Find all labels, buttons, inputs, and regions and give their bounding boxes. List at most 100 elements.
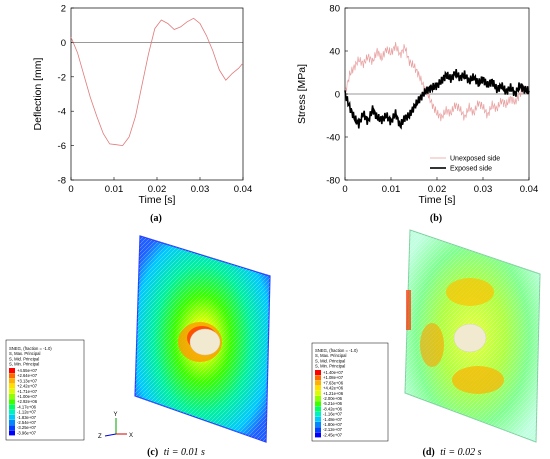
chart-b-series-unexposed bbox=[344, 41, 530, 122]
legend-label-exposed: Exposed side bbox=[450, 166, 492, 173]
contour_legend_c-swatch bbox=[9, 425, 15, 431]
chart-a-ytick-label: 0 bbox=[61, 38, 66, 49]
contour_legend_d-header-line: S, Min. Principal bbox=[315, 364, 345, 369]
caption-b: (b) bbox=[430, 213, 442, 224]
plate-d-hot-zone-lower bbox=[452, 366, 504, 394]
contour_legend_c-header-line: S, Mid. Principal bbox=[9, 356, 39, 361]
contour_legend_d-value: +1.40e+07 bbox=[323, 370, 344, 375]
chart-a-x-ticks: 0 0.01 0.02 0.03 0.04 bbox=[68, 177, 252, 195]
chart-b-xtick-label: 0.01 bbox=[382, 184, 401, 195]
chart-a-ytick-label: -2 bbox=[58, 72, 66, 83]
caption-a: (a) bbox=[150, 213, 162, 224]
contour_legend_c-value: -3.25e+07 bbox=[17, 425, 37, 430]
plate-d-edge-red bbox=[406, 290, 411, 330]
caption-d-label: (d) bbox=[423, 447, 435, 458]
contour-plot-d: SNEG, (fraction = -1.0)S, Max. Principal… bbox=[311, 229, 541, 458]
chart-a-xtick-label: 0.02 bbox=[148, 184, 167, 195]
chart-a: 0 0.01 0.02 0.03 0.04 2 0 -2 -4 -6 -8 Time [s] De… bbox=[32, 4, 252, 225]
plate-d-hot-zone-upper bbox=[446, 278, 494, 306]
caption-c-label: (c) bbox=[147, 447, 158, 458]
contour_legend_d-value: -5.21e+06 bbox=[323, 401, 343, 406]
chart-b-xlabel: Time [s] bbox=[419, 194, 456, 206]
legend-d-header: SNEG, (fraction = -1.0)S, Max. Principal… bbox=[315, 348, 358, 369]
contour_legend_c-value: -1.83e+07 bbox=[17, 415, 37, 420]
contour_legend_d-swatch bbox=[315, 422, 321, 427]
contour_legend_d-value: -1.16e+07 bbox=[323, 412, 343, 417]
contour_legend_d-value: +4.42e+06 bbox=[323, 386, 344, 391]
contour_legend_c-swatch bbox=[9, 399, 15, 405]
contour_legend_c-value: +2.42e+07 bbox=[17, 384, 38, 389]
contour_legend_d-swatch bbox=[315, 380, 321, 386]
chart-b-xtick-label: 0.04 bbox=[520, 184, 539, 195]
contour_legend_d-value: -8.42e+06 bbox=[323, 406, 343, 411]
legend-d-box bbox=[311, 342, 389, 442]
contour_legend_c-swatch bbox=[9, 388, 15, 394]
contour_legend_c-swatch bbox=[9, 409, 15, 415]
chart-a-frame bbox=[70, 7, 244, 181]
contour_legend_c-header-line: S, Max. Principal bbox=[9, 351, 40, 356]
caption-c: (c) ti = 0.01 s bbox=[147, 447, 205, 458]
contour_legend_d-value: -1.48e+07 bbox=[323, 417, 343, 422]
contour_legend_d-swatch bbox=[315, 375, 321, 381]
contour_legend_c-value: -3.96e+07 bbox=[17, 430, 37, 435]
contour_legend_c-value: +1.71e+07 bbox=[17, 389, 38, 394]
contour_legend_d-swatch bbox=[315, 432, 321, 438]
contour_legend_d-value: +1.21e+06 bbox=[323, 391, 344, 396]
caption-c-text: ti = 0.01 s bbox=[164, 447, 205, 458]
contour_legend_d-swatch bbox=[315, 406, 321, 412]
chart-a-xlabel: Time [s] bbox=[139, 194, 176, 206]
triad-z-axis bbox=[104, 433, 117, 437]
chart-b-xtick-label: 0.02 bbox=[428, 184, 447, 195]
chart-a-ytick-label: -6 bbox=[58, 141, 66, 152]
contour_legend_c-value: +1.00e+07 bbox=[17, 394, 38, 399]
chart-b: 0 0.01 0.02 0.03 0.04 80 40 0 -40 -80 Unexposed … bbox=[296, 4, 538, 225]
contour_legend_c-header-line: S, Min. Principal bbox=[9, 362, 39, 367]
chart-a-series-line bbox=[70, 17, 244, 147]
chart-a-ytick-label: 2 bbox=[61, 4, 66, 15]
chart-b-ytick-label: 80 bbox=[329, 4, 340, 15]
chart-b-ytick-label: -40 bbox=[326, 133, 340, 144]
contour_legend_d-swatch bbox=[315, 411, 321, 417]
contour_legend_d-value: -2.00e+06 bbox=[323, 396, 343, 401]
chart-a-xtick-label: 0.04 bbox=[234, 184, 253, 195]
contour_legend_c-value: +3.13e+07 bbox=[17, 378, 38, 383]
triad-x-label: X bbox=[129, 433, 133, 439]
caption-d: (d) ti = 0.02 s bbox=[423, 447, 482, 458]
contour_legend_c-value: -1.12e+07 bbox=[17, 410, 37, 415]
contour_legend_d-value: -2.45e+07 bbox=[323, 432, 343, 437]
axis-triad: Y X Z bbox=[98, 412, 133, 440]
contour_legend_c-value: +4.55e+07 bbox=[17, 368, 38, 373]
chart-b-ytick-label: 40 bbox=[329, 47, 340, 58]
contour_legend_c-swatch bbox=[9, 414, 15, 420]
contour_legend_c-swatch bbox=[9, 420, 15, 425]
caption-d-text: ti = 0.02 s bbox=[440, 447, 481, 458]
legend-c-box bbox=[5, 339, 85, 441]
contour-plot-c: SNEG, (fraction = -1.0)S, Max. Principal… bbox=[5, 235, 271, 458]
chart-a-ytick-label: -8 bbox=[58, 176, 66, 187]
contour_legend_c-swatch bbox=[9, 430, 15, 436]
legend-c-header: SNEG, (fraction = -1.0)S, Max. Principal… bbox=[9, 346, 52, 367]
contour_legend_c-swatch bbox=[9, 394, 15, 399]
contour_legend_c-header-line: SNEG, (fraction = -1.0) bbox=[9, 346, 52, 351]
chart-b-xtick-label: 0 bbox=[342, 184, 347, 195]
chart-b-ylabel: Stress [MPa] bbox=[296, 64, 308, 124]
contour_legend_d-value: -1.80e+07 bbox=[323, 422, 343, 427]
chart-a-xtick-label: 0.01 bbox=[105, 184, 124, 195]
contour_legend_c-swatch bbox=[9, 373, 15, 379]
chart-b-ytick-label: 0 bbox=[335, 90, 340, 101]
plate-c-hole bbox=[189, 328, 221, 356]
contour_legend_d-swatch bbox=[315, 390, 321, 396]
chart-a-xtick-label: 0.03 bbox=[191, 184, 210, 195]
contour_legend_c-value: +2.64e+07 bbox=[17, 373, 38, 378]
contour_legend_d-swatch bbox=[315, 370, 321, 375]
legend-d-swatches: +1.40e+07+1.08e+07+7.63e+06+4.42e+06+1.2… bbox=[315, 370, 344, 438]
chart-b-legend: Unexposed side Exposed side bbox=[430, 156, 500, 173]
contour_legend_d-header-line: S, Mid. Principal bbox=[315, 358, 345, 363]
contour_legend_d-swatch bbox=[315, 385, 321, 391]
contour_legend_c-value: -2.54e+07 bbox=[17, 420, 37, 425]
chart-b-ytick-label: -80 bbox=[326, 176, 340, 187]
chart-a-ylabel: Deflection [mm] bbox=[32, 57, 44, 130]
contour_legend_d-swatch bbox=[315, 427, 321, 433]
contour_legend_c-swatch bbox=[9, 383, 15, 389]
